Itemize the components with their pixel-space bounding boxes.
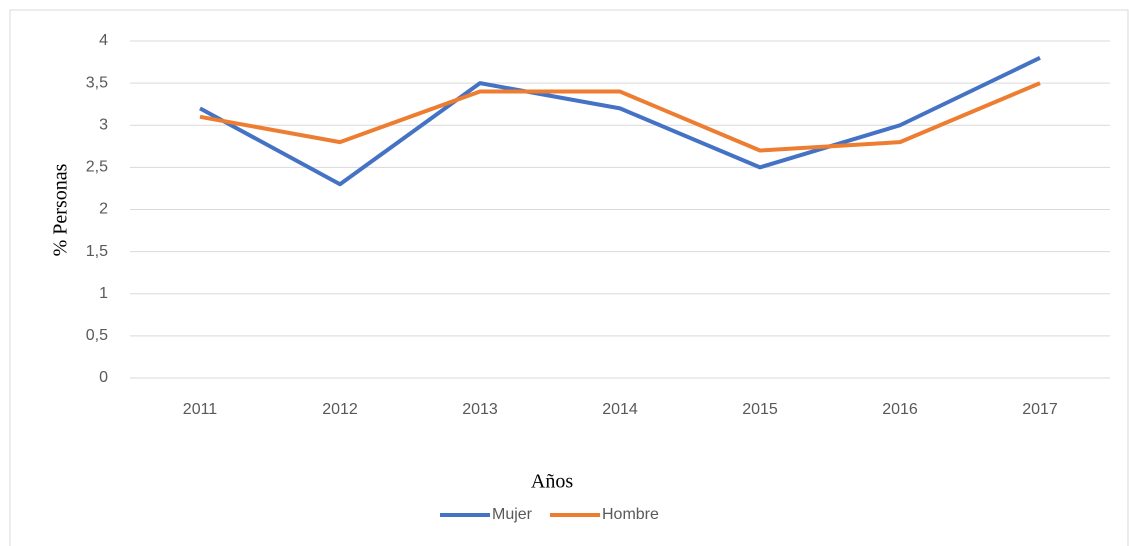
line-series xyxy=(199,81,1041,153)
x-tick-label: 2017 xyxy=(1022,401,1058,418)
y-tick-label: 2 xyxy=(99,201,108,218)
y-tick-label: 4 xyxy=(99,32,108,49)
y-axis-label: % Personas xyxy=(50,163,72,256)
y-tick-label: 1 xyxy=(99,285,108,302)
y-tick-label: 1,5 xyxy=(86,243,108,260)
line-series xyxy=(199,56,1041,187)
x-tick-label: 2015 xyxy=(742,401,778,418)
x-tick-label: 2011 xyxy=(183,401,218,418)
x-tick-label: 2016 xyxy=(882,401,918,418)
x-axis-label: Años xyxy=(531,471,573,493)
x-tick-label: 2013 xyxy=(462,401,498,418)
chart-frame xyxy=(9,9,1129,546)
y-tick-label: 2,5 xyxy=(86,159,108,176)
legend-label: Hombre xyxy=(602,506,659,523)
legend-label: Mujer xyxy=(492,506,533,523)
y-tick-label: 3 xyxy=(99,116,108,133)
y-tick-label: 0 xyxy=(99,369,108,386)
x-tick-label: 2012 xyxy=(322,401,358,418)
y-tick-label: 3,5 xyxy=(86,74,108,91)
y-tick-label: 0,5 xyxy=(86,327,108,344)
x-tick-label: 2014 xyxy=(602,401,638,418)
